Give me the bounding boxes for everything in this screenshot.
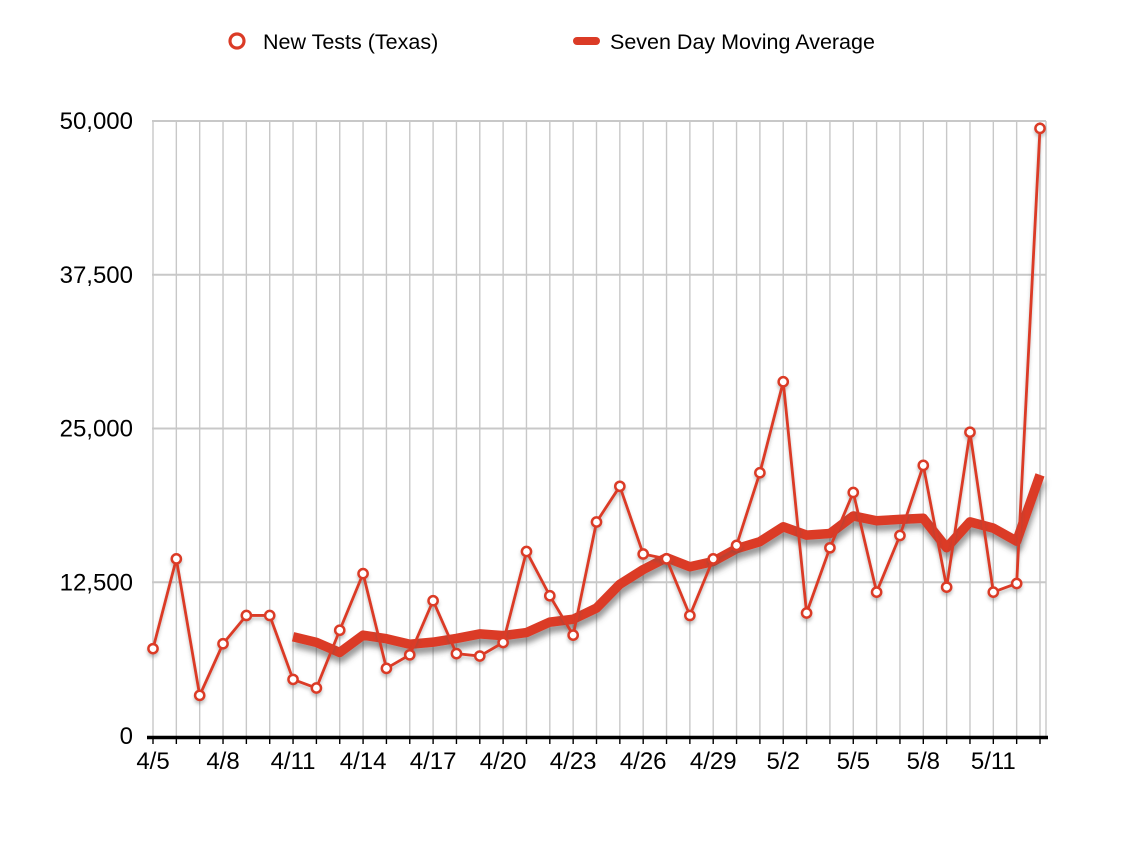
data-point-marker [520, 545, 533, 558]
data-point-marker [613, 480, 626, 493]
data-point-marker [193, 689, 206, 702]
y-axis-labels: 0 12,500 25,000 37,500 50,000 [60, 108, 133, 750]
data-point-marker [987, 586, 1000, 598]
data-point-marker [380, 662, 393, 675]
x-axis-tick-label: 4/5 [136, 748, 169, 775]
x-axis-tick-label: 4/17 [410, 748, 457, 775]
data-point-marker [147, 642, 159, 655]
data-point-marker [707, 553, 720, 565]
data-point-marker [800, 607, 813, 619]
data-point-marker [730, 539, 743, 552]
horizontal-gridlines [152, 120, 1046, 584]
data-point-marker [473, 650, 486, 662]
data-point-marker [357, 567, 369, 580]
x-axis-tick-label: 5/5 [837, 748, 870, 775]
x-axis-tick-label: 4/26 [620, 748, 667, 775]
data-point-marker [450, 647, 463, 660]
x-axis-tick-label: 4/8 [206, 748, 239, 775]
data-point-marker [917, 459, 930, 472]
y-axis-tick-label: 12,500 [60, 569, 133, 596]
data-point-marker [964, 426, 976, 439]
legend-new-tests-marker-icon [228, 32, 246, 50]
x-axis-tick-label: 4/23 [550, 748, 597, 775]
data-point-marker [1034, 122, 1046, 135]
data-point-marker [263, 609, 276, 622]
data-point-marker [427, 594, 439, 607]
data-point-marker [590, 516, 603, 528]
x-axis-tick-label: 5/8 [907, 748, 940, 775]
data-point-marker [170, 553, 183, 565]
data-point-marker [940, 581, 953, 594]
data-point-marker [847, 486, 860, 499]
data-point-marker [824, 541, 836, 554]
data-point-marker [894, 529, 906, 542]
data-point-marker [637, 548, 650, 560]
x-axis-tick-label: 4/20 [480, 748, 527, 775]
y-axis-tick-label: 25,000 [60, 416, 133, 443]
data-point-marker [310, 682, 323, 694]
y-axis-tick-label: 0 [120, 723, 133, 750]
data-point-marker [333, 624, 346, 637]
data-point-marker [217, 637, 229, 650]
legend-label-new-tests: New Tests (Texas) [263, 30, 438, 54]
data-point-marker [567, 629, 580, 641]
data-point-marker [403, 648, 416, 661]
x-axis-labels: 4/5 4/8 4/11 4/14 4/17 4/20 4/23 4/26 4/29 5/2 5/5… [136, 748, 1015, 775]
data-point-marker [660, 553, 673, 565]
data-point-marker [497, 636, 509, 649]
x-axis-tick-label: 4/29 [690, 748, 737, 775]
chart-legend: New Tests (Texas) Seven Day Moving Avera… [228, 30, 875, 54]
new-tests-line [147, 122, 1046, 702]
data-point-marker [240, 609, 253, 622]
x-axis-tick-label: 5/11 [971, 748, 1016, 775]
x-axis-tick-label: 4/11 [271, 748, 316, 775]
x-axis-tick-label: 5/2 [767, 748, 800, 775]
data-point-marker [754, 466, 766, 479]
y-axis-tick-label: 50,000 [60, 108, 133, 135]
legend-label-moving-average: Seven Day Moving Average [610, 30, 875, 54]
legend-moving-average-dash-icon [573, 37, 600, 45]
x-axis [147, 735, 1048, 744]
y-axis-tick-label: 37,500 [60, 262, 133, 289]
data-point-marker [684, 609, 696, 622]
data-point-marker [543, 589, 556, 602]
x-axis-tick-label: 4/14 [340, 748, 387, 775]
data-point-marker [1010, 577, 1023, 590]
data-point-marker [287, 673, 299, 686]
data-point-marker [777, 375, 790, 388]
data-point-marker [870, 586, 883, 598]
